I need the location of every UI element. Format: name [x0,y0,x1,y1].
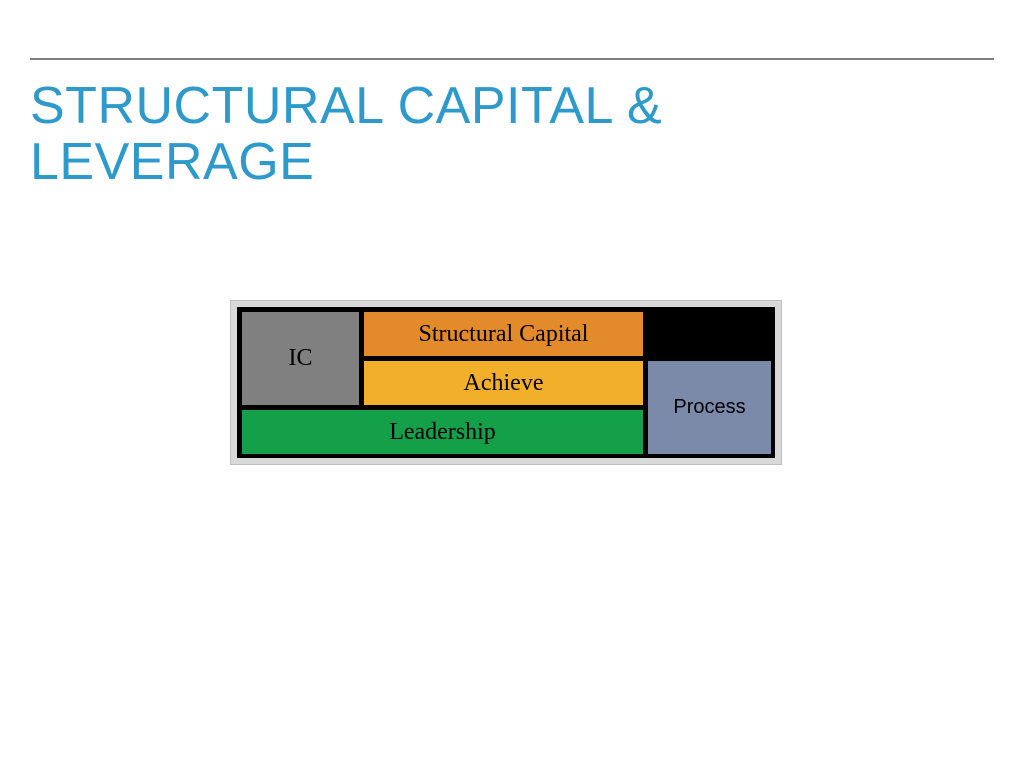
cell-leadership: Leadership [242,410,643,454]
cell-structural-capital: Structural Capital [364,312,643,356]
diagram-frame: IC Structural Capital Achieve Leadership… [230,300,782,465]
cell-achieve-label: Achieve [464,370,544,397]
cell-process: Process [648,361,771,454]
cell-process-label: Process [673,396,745,419]
cell-achieve: Achieve [364,361,643,405]
page-title: STRUCTURAL CAPITAL &LEVERAGE [30,78,662,190]
cell-ic-label: IC [289,345,313,372]
slide: STRUCTURAL CAPITAL &LEVERAGE IC Structur… [0,0,1024,768]
cell-sc-label: Structural Capital [419,321,589,348]
diagram: IC Structural Capital Achieve Leadership… [237,307,775,458]
top-divider [30,58,994,60]
diagram-container: IC Structural Capital Achieve Leadership… [230,300,782,465]
cell-leader-label: Leadership [389,419,496,446]
cell-ic: IC [242,312,359,405]
